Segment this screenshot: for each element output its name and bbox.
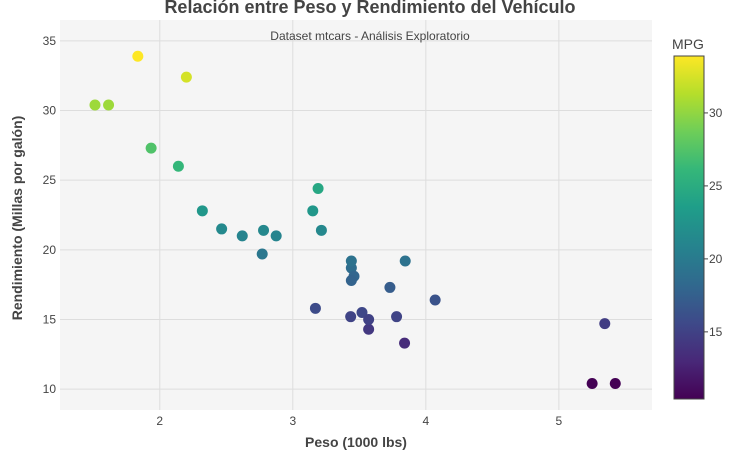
- data-point: [363, 313, 375, 325]
- data-point: [399, 255, 411, 267]
- data-point: [363, 323, 375, 335]
- data-point: [312, 183, 324, 195]
- colorbar: MPG 15 20 25 30: [672, 36, 723, 400]
- y-tick-label: 20: [43, 243, 57, 257]
- data-point: [258, 224, 270, 236]
- data-point: [391, 311, 403, 323]
- plot-background: [60, 20, 652, 410]
- x-axis-title: Peso (1000 lbs): [305, 434, 407, 450]
- data-point: [345, 311, 357, 323]
- y-tick-label: 15: [43, 312, 57, 326]
- data-point: [609, 378, 621, 390]
- grid-lines: [60, 20, 652, 410]
- data-point: [89, 99, 101, 111]
- y-axis-title: Rendimiento (Millas por galón): [9, 116, 25, 321]
- data-point: [315, 224, 327, 236]
- x-tick-label: 3: [289, 414, 296, 428]
- data-point: [356, 307, 368, 318]
- data-point: [309, 302, 321, 314]
- chart-subtitle: Dataset mtcars - Análisis Exploratorio: [270, 29, 470, 43]
- data-point: [345, 274, 357, 286]
- y-tick-label: 10: [43, 382, 57, 396]
- data-point: [145, 142, 157, 154]
- data-point: [599, 318, 611, 330]
- data-point: [132, 50, 144, 62]
- data-point: [384, 281, 396, 293]
- y-tick-labels: 10 15 20 25 30 35: [43, 34, 57, 396]
- colorbar-tick-label: 25: [709, 179, 723, 193]
- data-point: [586, 378, 598, 390]
- data-point: [236, 230, 248, 242]
- data-point: [256, 248, 268, 260]
- data-point: [399, 337, 411, 349]
- colorbar-gradient: [673, 55, 705, 400]
- colorbar-tick-label: 30: [709, 106, 723, 120]
- chart-title: Relación entre Peso y Rendimiento del Ve…: [164, 0, 575, 17]
- colorbar-tick-label: 15: [709, 325, 723, 339]
- data-point: [180, 71, 192, 83]
- data-point: [270, 230, 282, 242]
- data-point: [216, 223, 228, 235]
- data-point: [103, 99, 115, 111]
- data-point: [307, 205, 319, 217]
- x-tick-label: 4: [422, 414, 429, 428]
- x-tick-label: 2: [156, 414, 163, 428]
- data-point: [196, 205, 208, 217]
- colorbar-tick-label: 20: [709, 252, 723, 266]
- colorbar-title: MPG: [672, 36, 704, 52]
- y-tick-label: 35: [43, 34, 57, 48]
- data-point: [172, 160, 184, 172]
- x-tick-labels: 2 3 4 5: [156, 414, 562, 428]
- data-points: [89, 50, 621, 390]
- x-tick-label: 5: [556, 414, 563, 428]
- y-tick-label: 25: [43, 173, 57, 187]
- data-point: [429, 294, 441, 306]
- colorbar-tick-labels: 15 20 25 30: [704, 106, 723, 339]
- data-point: [345, 255, 357, 267]
- y-tick-label: 30: [43, 104, 57, 118]
